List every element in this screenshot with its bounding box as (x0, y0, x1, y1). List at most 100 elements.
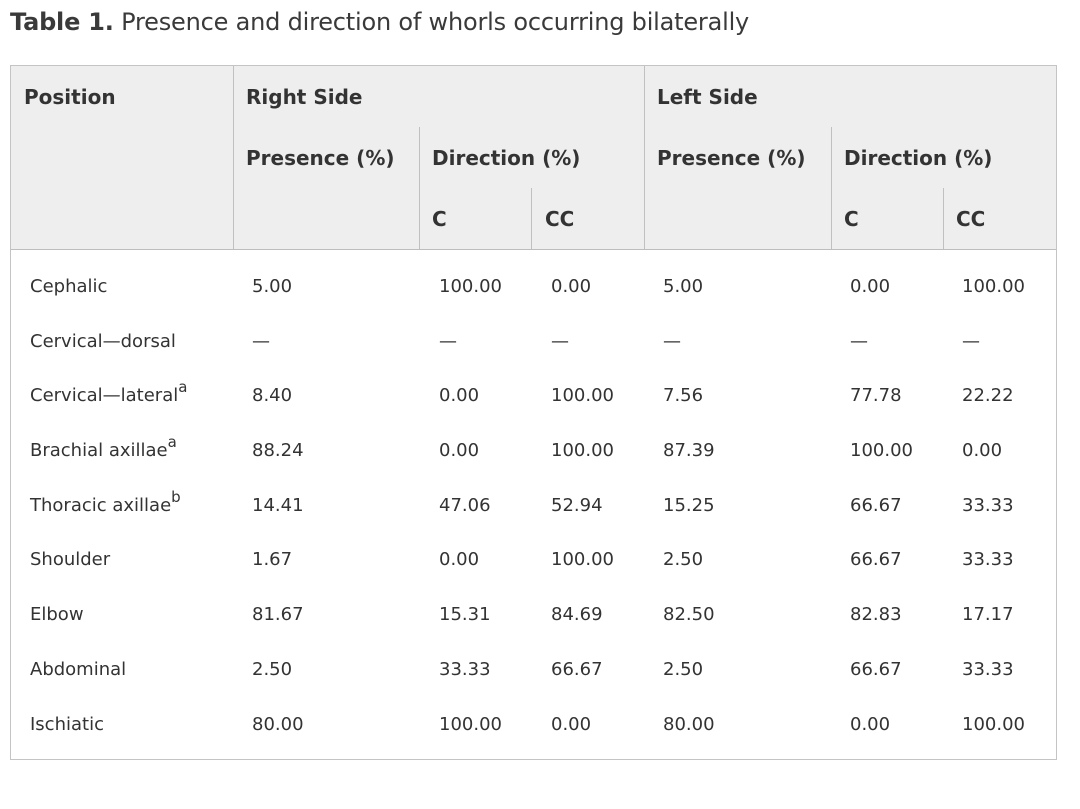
cell-left-c: 77.78 (850, 385, 902, 406)
cell-right-presence: 81.67 (252, 604, 304, 625)
cell-position-text: Elbow (30, 604, 84, 625)
table-row: Abdominal 2.50 33.33 66.67 2.50 66.67 33… (11, 642, 1056, 697)
cell-left-c: 0.00 (850, 714, 891, 735)
cell-left-presence: 87.39 (663, 440, 715, 461)
cell-right-cc: 52.94 (551, 495, 603, 516)
cell-left-c: — (850, 331, 868, 352)
cell-left-cc: 33.33 (962, 495, 1014, 516)
header-left-cc: CC (956, 207, 986, 231)
cell-right-c: — (439, 331, 457, 352)
cell-right-cc: 0.00 (551, 276, 592, 297)
whorls-table: Position Right Side Left Side Presence (… (10, 65, 1057, 760)
cell-right-cc: — (551, 331, 569, 352)
divider-left-side (644, 66, 645, 249)
cell-position: Cephalic (30, 259, 107, 314)
cell-right-presence: — (252, 331, 270, 352)
cell-left-c: 100.00 (850, 440, 913, 461)
header-right-cc: CC (545, 207, 575, 231)
cell-left-cc: 0.00 (962, 440, 1003, 461)
header-left-presence: Presence (%) (657, 146, 806, 170)
cell-left-presence: 2.50 (663, 659, 704, 680)
cell-left-presence: 7.56 (663, 385, 704, 406)
divider-right-direction (419, 127, 420, 249)
cell-right-presence: 14.41 (252, 495, 304, 516)
footnote-marker: a (178, 378, 188, 396)
cell-position-text: Thoracic axillae (30, 495, 172, 516)
cell-position: Thoracic axillaeb (30, 478, 181, 533)
header-left-c: C (844, 207, 859, 231)
cell-right-c: 100.00 (439, 714, 502, 735)
cell-position-text: Ischiatic (30, 714, 104, 735)
header-right-direction: Direction (%) (432, 146, 581, 170)
cell-position-text: Abdominal (30, 659, 127, 680)
cell-right-c: 33.33 (439, 659, 491, 680)
cell-position: Abdominal (30, 642, 126, 697)
footnote-marker: b (171, 488, 181, 506)
cell-right-presence: 5.00 (252, 276, 293, 297)
table-row: Cephalic 5.00 100.00 0.00 5.00 0.00 100.… (11, 259, 1056, 314)
cell-position: Elbow (30, 587, 84, 642)
table-row: Thoracic axillaeb 14.41 47.06 52.94 15.2… (11, 478, 1056, 533)
header-left-direction: Direction (%) (844, 146, 993, 170)
table-row: Brachial axillaea 88.24 0.00 100.00 87.3… (11, 423, 1056, 478)
table-label: Table 1. (10, 8, 114, 36)
footnote-marker: a (167, 433, 177, 451)
cell-position-text: Cervical—lateral (30, 385, 179, 406)
cell-right-presence: 1.67 (252, 549, 293, 570)
cell-right-c: 0.00 (439, 385, 480, 406)
cell-left-presence: 2.50 (663, 549, 704, 570)
table-title: Table 1. Presence and direction of whorl… (10, 8, 749, 36)
cell-left-cc: — (962, 331, 980, 352)
cell-right-presence: 88.24 (252, 440, 304, 461)
cell-left-presence: — (663, 331, 681, 352)
cell-right-cc: 0.00 (551, 714, 592, 735)
cell-right-c: 100.00 (439, 276, 502, 297)
table-row: Cervical—laterala 8.40 0.00 100.00 7.56 … (11, 368, 1056, 423)
table-row: Elbow 81.67 15.31 84.69 82.50 82.83 17.1… (11, 587, 1056, 642)
cell-right-cc: 100.00 (551, 549, 614, 570)
cell-left-presence: 15.25 (663, 495, 715, 516)
cell-left-cc: 33.33 (962, 659, 1014, 680)
header-right-presence: Presence (%) (246, 146, 395, 170)
cell-right-presence: 2.50 (252, 659, 293, 680)
header-right-c: C (432, 207, 447, 231)
cell-right-cc: 100.00 (551, 440, 614, 461)
header-right-side: Right Side (246, 85, 363, 109)
cell-right-c: 0.00 (439, 440, 480, 461)
cell-left-cc: 17.17 (962, 604, 1014, 625)
header-position: Position (24, 85, 116, 109)
table-row: Shoulder 1.67 0.00 100.00 2.50 66.67 33.… (11, 532, 1056, 587)
cell-right-c: 15.31 (439, 604, 491, 625)
cell-position: Cervical—dorsal (30, 314, 176, 369)
cell-left-cc: 100.00 (962, 276, 1025, 297)
cell-position: Shoulder (30, 532, 110, 587)
cell-position-text: Cephalic (30, 276, 108, 297)
header-left-side: Left Side (657, 85, 758, 109)
cell-left-c: 0.00 (850, 276, 891, 297)
cell-right-cc: 84.69 (551, 604, 603, 625)
cell-position-text: Shoulder (30, 549, 111, 570)
cell-left-cc: 22.22 (962, 385, 1014, 406)
table-header: Position Right Side Left Side Presence (… (11, 66, 1056, 250)
divider-left-c-cc (943, 188, 944, 249)
cell-right-presence: 8.40 (252, 385, 293, 406)
cell-left-c: 82.83 (850, 604, 902, 625)
cell-left-presence: 80.00 (663, 714, 715, 735)
cell-position: Cervical—laterala (30, 368, 187, 423)
cell-left-cc: 100.00 (962, 714, 1025, 735)
divider-left-direction (831, 127, 832, 249)
cell-right-c: 0.00 (439, 549, 480, 570)
cell-left-c: 66.67 (850, 549, 902, 570)
cell-right-cc: 66.67 (551, 659, 603, 680)
divider-right-c-cc (531, 188, 532, 249)
cell-left-presence: 82.50 (663, 604, 715, 625)
cell-left-presence: 5.00 (663, 276, 704, 297)
table-row: Ischiatic 80.00 100.00 0.00 80.00 0.00 1… (11, 697, 1056, 752)
cell-position: Brachial axillaea (30, 423, 177, 478)
cell-left-cc: 33.33 (962, 549, 1014, 570)
divider-right-side (233, 66, 234, 249)
table-row: Cervical—dorsal — — — — — — (11, 314, 1056, 369)
cell-right-c: 47.06 (439, 495, 491, 516)
cell-right-presence: 80.00 (252, 714, 304, 735)
cell-left-c: 66.67 (850, 495, 902, 516)
